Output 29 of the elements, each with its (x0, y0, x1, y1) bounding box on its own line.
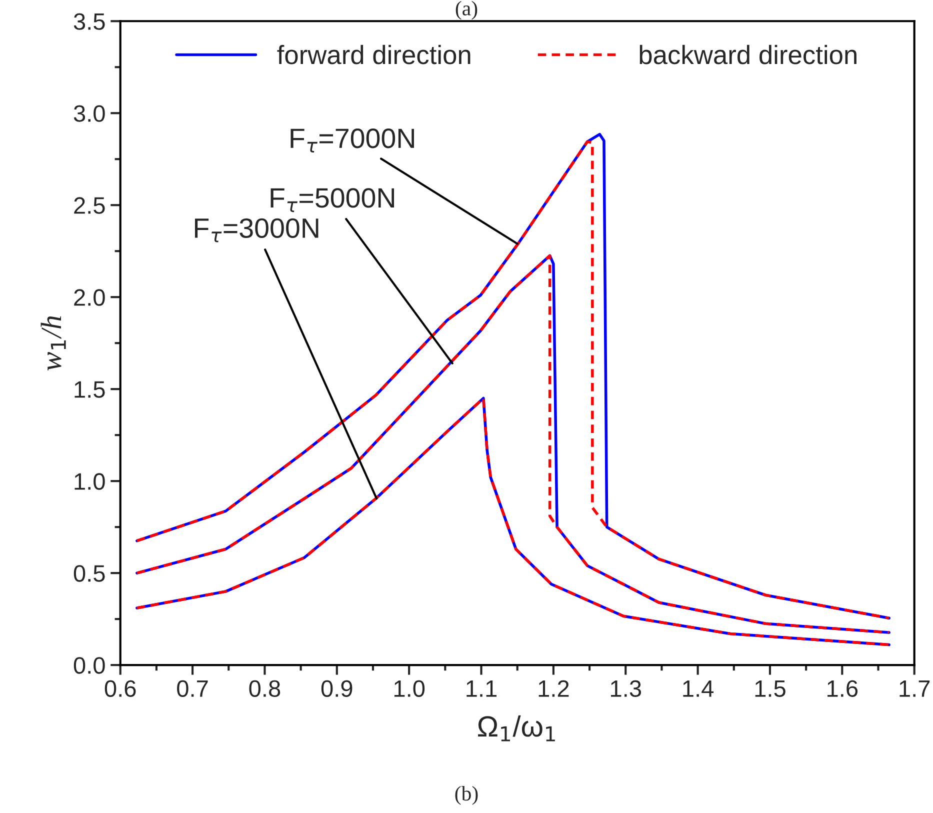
x-tick-label: 1.3 (611, 680, 641, 697)
x-axis-title: Ω$_{1}$/ω$_{1}$ (478, 715, 555, 742)
x-tick-label: 1.4 (683, 680, 714, 697)
x-tick-label: 0.8 (249, 680, 280, 697)
text: (b) (455, 786, 478, 805)
x-tick-label: 1.0 (394, 680, 425, 697)
y-tick-label: 1.5 (74, 381, 105, 398)
y-tick-label: 1.0 (74, 473, 105, 490)
x-tick-label: 1.6 (828, 680, 858, 697)
chart-title: (a) (456, 0, 478, 20)
legend-label: forward direction (277, 44, 470, 64)
y-tick-label: 2.5 (74, 197, 105, 214)
x-tick-label: 1.1 (466, 680, 497, 697)
annotation: F$_{τ}$=5000N (270, 188, 394, 212)
y-axis-title: w$_{1}$/h (40, 316, 66, 371)
x-tick-label: 0.6 (104, 680, 136, 697)
annotation: F$_{τ}$=7000N (290, 128, 414, 152)
x-tick-label: 0.9 (321, 680, 352, 697)
x-tick-label: 1.5 (755, 680, 786, 697)
y-tick-label: 0.5 (74, 565, 105, 582)
y-tick-label: 0.0 (74, 657, 105, 674)
y-tick-label: 3.5 (74, 13, 105, 30)
y-tick-label: 3.0 (74, 105, 105, 122)
legend-label: backward direction (640, 44, 856, 64)
x-tick-label: 0.7 (177, 680, 208, 697)
x-tick-label: 1.2 (538, 680, 569, 697)
x-tick-label: 1.7 (900, 680, 930, 697)
y-tick-label: 2.0 (74, 289, 105, 306)
annotation: F$_{τ}$=3000N (194, 218, 318, 242)
